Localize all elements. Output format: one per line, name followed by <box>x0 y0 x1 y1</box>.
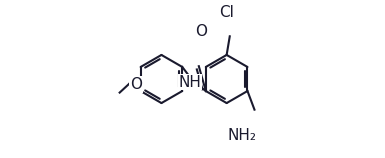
Text: NH: NH <box>179 75 202 90</box>
Text: O: O <box>195 24 207 39</box>
Text: NH₂: NH₂ <box>228 128 257 143</box>
Text: Cl: Cl <box>219 5 234 20</box>
Text: O: O <box>130 77 142 92</box>
